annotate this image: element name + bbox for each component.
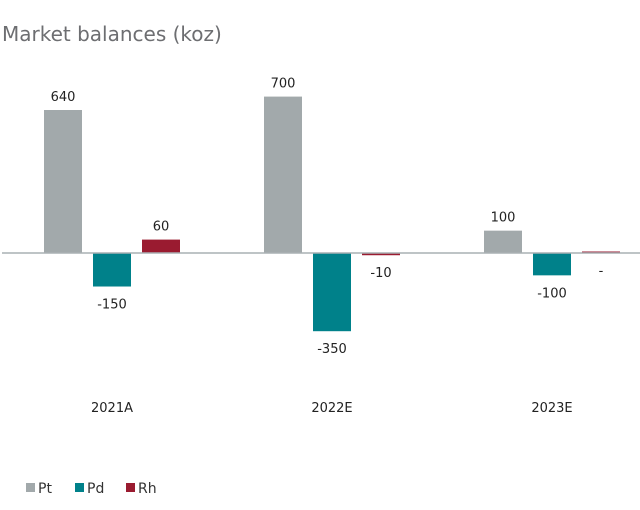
data-label: 100 (491, 211, 516, 226)
bar-pt-2022E (264, 96, 302, 253)
data-label: -100 (537, 286, 567, 301)
bar-rh-2021A (142, 239, 180, 253)
bar-pt-2023E (484, 230, 522, 253)
category-label: 2023E (531, 401, 572, 416)
legend-swatch-rh (126, 483, 135, 492)
legend-label-rh: Rh (138, 481, 157, 497)
bar-pd-2021A (93, 253, 131, 287)
data-label: -350 (317, 342, 347, 357)
bar-pd-2023E (533, 253, 571, 276)
data-label: 700 (271, 77, 296, 92)
bar-pd-2022E (313, 253, 351, 332)
data-label: 60 (153, 220, 170, 235)
chart-title: Market balances (koz) (2, 22, 222, 46)
legend-label-pd: Pd (87, 481, 104, 497)
category-label: 2021A (91, 401, 133, 416)
bar-pt-2021A (44, 110, 82, 253)
bar-rh-2022E (362, 253, 400, 256)
legend-label-pt: Pt (38, 481, 52, 497)
category-label: 2022E (311, 401, 352, 416)
data-label: -150 (97, 298, 127, 313)
data-label: -10 (370, 266, 391, 281)
legend-swatch-pd (75, 483, 84, 492)
legend-swatch-pt (26, 483, 35, 492)
data-label: - (599, 264, 604, 279)
legend: Pt Pd Rh (26, 481, 157, 497)
data-label: 640 (51, 90, 76, 105)
